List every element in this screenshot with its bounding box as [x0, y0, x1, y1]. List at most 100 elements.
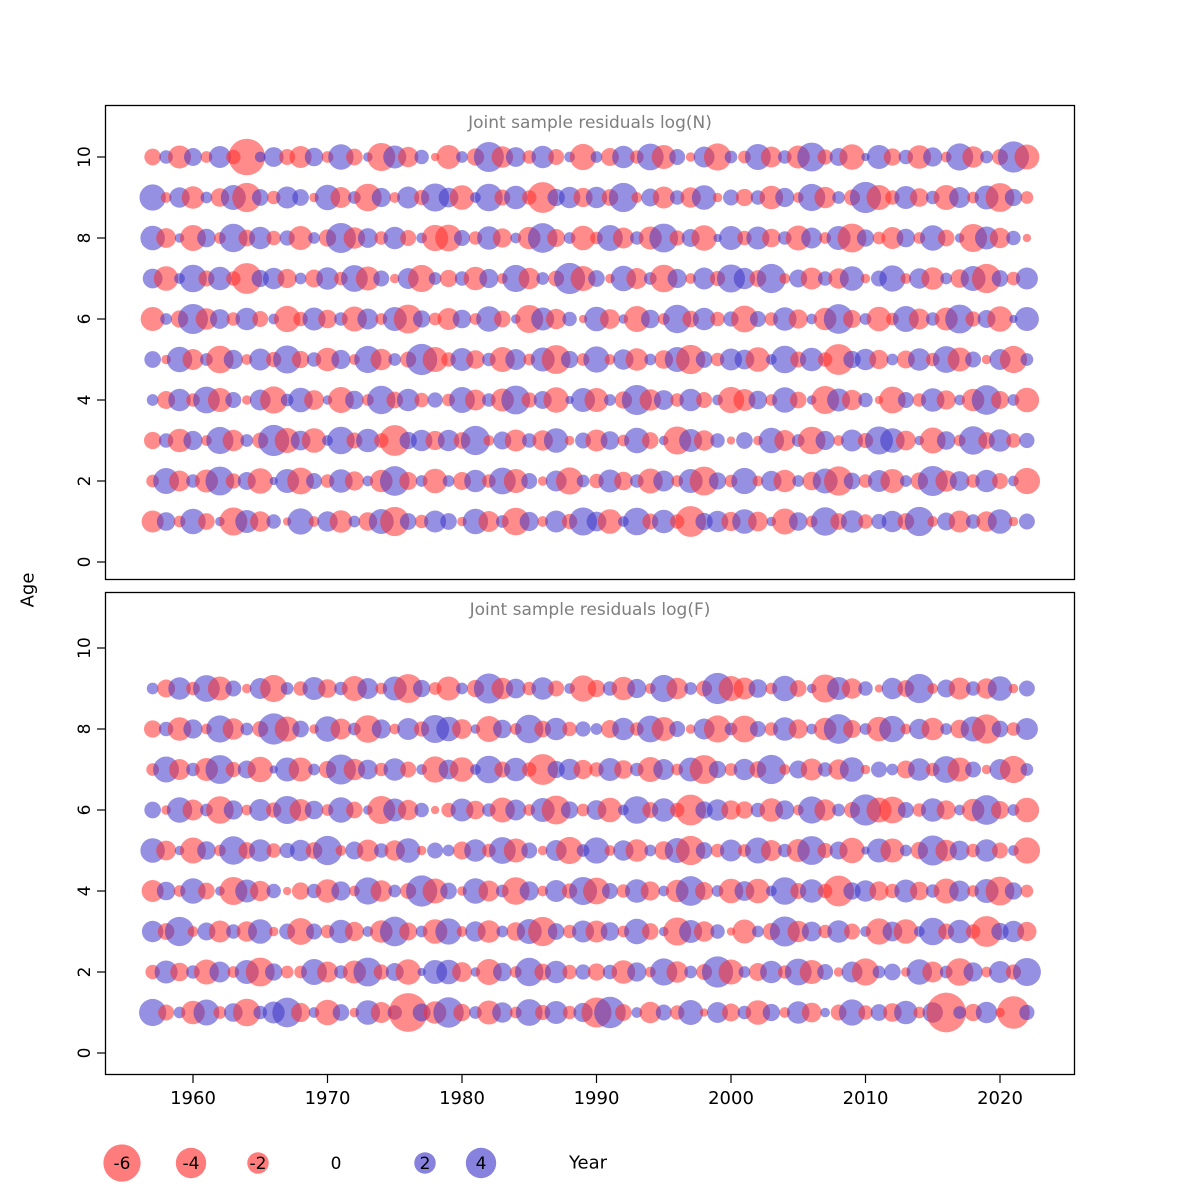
- residual-bubble: [866, 306, 892, 332]
- residual-bubble: [699, 1008, 709, 1017]
- residual-bubble: [653, 759, 675, 780]
- residual-bubble: [543, 387, 569, 413]
- residual-bubble: [505, 799, 527, 821]
- residual-bubble: [886, 353, 899, 366]
- residual-bubble: [435, 224, 462, 252]
- residual-bubble: [314, 999, 341, 1026]
- residual-bubble: [598, 757, 622, 782]
- residual-bubble: [545, 879, 568, 903]
- residual-bubble: [900, 273, 912, 284]
- residual-bubble: [948, 677, 971, 700]
- residual-bubble: [800, 758, 823, 781]
- residual-bubble: [254, 151, 266, 163]
- residual-bubble: [703, 143, 732, 171]
- residual-bubble: [408, 264, 436, 293]
- residual-bubble: [241, 683, 252, 694]
- residual-bubble: [331, 881, 351, 901]
- residual-bubble: [600, 309, 620, 329]
- residual-bubble: [504, 185, 528, 210]
- residual-bubble: [1014, 387, 1040, 413]
- residual-bubble: [675, 876, 706, 906]
- residual-bubble: [477, 920, 501, 943]
- residual-bubble: [675, 794, 707, 826]
- residual-bubble: [353, 957, 383, 987]
- residual-bubble: [449, 185, 475, 210]
- legend-bubble: [414, 1152, 436, 1174]
- residual-bubble: [422, 347, 448, 372]
- residual-bubble: [655, 1004, 672, 1021]
- residual-bubble: [504, 757, 528, 782]
- residual-bubble: [1020, 763, 1034, 776]
- residual-bubble: [1006, 230, 1021, 246]
- residual-bubble: [721, 800, 741, 820]
- residual-bubble: [922, 961, 944, 983]
- residual-bubble: [327, 426, 355, 455]
- residual-bubble: [547, 923, 565, 940]
- residual-bubble: [676, 344, 706, 375]
- residual-bubble: [908, 348, 931, 371]
- residual-bubble: [449, 757, 475, 782]
- residual-bubble: [997, 996, 1030, 1029]
- residual-bubble: [450, 347, 474, 372]
- residual-bubble: [475, 183, 503, 212]
- residual-bubble: [881, 510, 904, 533]
- residual-bubble: [948, 510, 971, 533]
- residual-bubble: [503, 838, 528, 863]
- residual-bubble: [576, 474, 590, 488]
- residual-bubble: [653, 470, 675, 492]
- residual-bubble: [240, 434, 254, 447]
- residual-bubble: [760, 960, 783, 984]
- residual-bubble: [158, 1004, 175, 1021]
- residual-bubble: [414, 802, 429, 818]
- residual-bubble: [693, 267, 716, 290]
- residual-bubble: [894, 879, 918, 903]
- residual-bubble: [708, 760, 727, 779]
- residual-bubble: [909, 881, 929, 901]
- residual-bubble: [1014, 144, 1040, 170]
- residual-bubble: [987, 306, 1013, 332]
- residual-bubble: [874, 684, 884, 693]
- residual-bubble: [945, 304, 975, 334]
- residual-bubble: [547, 229, 566, 247]
- residual-bubble: [940, 723, 953, 735]
- residual-bubble: [718, 959, 744, 985]
- residual-bubble: [328, 387, 354, 413]
- residual-bubble: [412, 310, 431, 328]
- residual-bubble: [207, 387, 232, 413]
- residual-bubble: [719, 839, 743, 862]
- residual-bubble: [357, 759, 378, 780]
- residual-bubble: [241, 804, 253, 816]
- residual-bubble: [263, 147, 284, 167]
- residual-bubble: [179, 264, 207, 293]
- residual-bubble: [570, 225, 596, 251]
- residual-bubble: [749, 311, 766, 327]
- residual-bubble: [843, 472, 861, 490]
- residual-bubble: [545, 510, 568, 533]
- residual-bubble: [292, 720, 309, 738]
- residual-bubble: [608, 182, 639, 213]
- legend-value-label: 4: [476, 1154, 487, 1174]
- residual-bubble: [1018, 680, 1035, 697]
- panel-title-logN: Joint sample residuals log(N): [468, 113, 712, 133]
- residual-bubble: [858, 1005, 873, 1020]
- residual-bubble: [691, 225, 717, 251]
- residual-bubble: [505, 678, 526, 699]
- residual-bubble: [331, 349, 351, 370]
- residual-bubble: [306, 473, 323, 489]
- residual-bubble: [367, 385, 396, 415]
- residual-bubble: [562, 1005, 577, 1020]
- residual-bubble: [154, 960, 178, 984]
- residual-bubble: [456, 151, 468, 163]
- residual-bubble: [962, 146, 984, 168]
- residual-bubble: [614, 471, 633, 491]
- residual-bubble: [827, 920, 850, 943]
- residual-bubble: [975, 1001, 998, 1024]
- residual-bubble: [708, 472, 727, 490]
- residual-bubble: [252, 311, 269, 327]
- residual-bubble: [146, 682, 159, 695]
- residual-bubble: [913, 1006, 926, 1019]
- residual-bubble: [921, 267, 945, 290]
- residual-bubble: [169, 470, 191, 492]
- residual-bubble: [894, 185, 918, 210]
- residual-bubble: [308, 516, 320, 527]
